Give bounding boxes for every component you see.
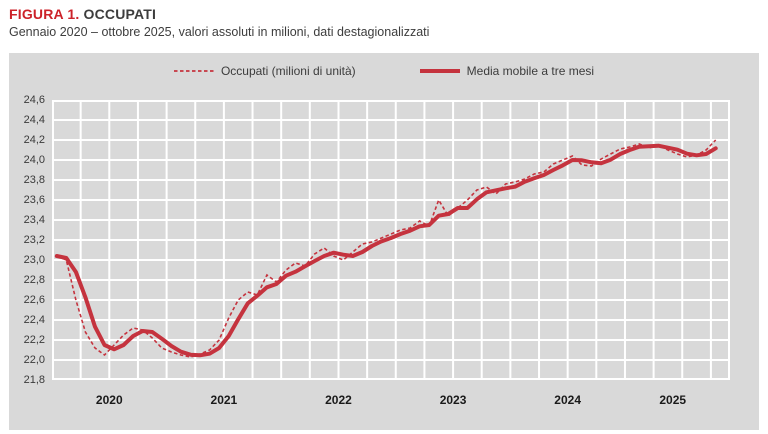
y-tick-label: 22,4 <box>23 314 45 326</box>
figure-title: OCCUPATI <box>83 6 157 22</box>
chart-panel: Occupati (milioni di unità) Media mobile… <box>9 53 759 430</box>
y-tick-label: 22,8 <box>23 274 45 286</box>
solid-line-marker <box>419 69 460 73</box>
y-tick-label: 23,4 <box>23 214 45 226</box>
x-tick-label: 2025 <box>659 393 687 407</box>
x-tick-label: 2022 <box>325 393 352 407</box>
figure-subtitle: Gennaio 2020 – ottobre 2025, valori asso… <box>9 25 430 39</box>
x-tick-label: 2023 <box>439 393 467 407</box>
dashed-line-marker <box>173 70 214 72</box>
page-title: FIGURA 1. OCCUPATI <box>9 6 429 22</box>
y-tick-label: 22,6 <box>23 294 45 306</box>
y-tick-label: 23,2 <box>23 234 45 246</box>
figure-header: FIGURA 1. OCCUPATI Gennaio 2020 – ottobre… <box>9 6 429 39</box>
legend-label-media-mobile: Media mobile a tre mesi <box>466 64 595 78</box>
y-tick-label: 24,4 <box>23 114 45 126</box>
figure-label: FIGURA 1. <box>9 6 80 22</box>
y-tick-label: 21,8 <box>23 374 45 386</box>
legend-item-occupati: Occupati (milioni di unità) <box>173 64 356 78</box>
y-tick-label: 23,0 <box>23 254 45 266</box>
chart-legend: Occupati (milioni di unità) Media mobile… <box>9 64 759 78</box>
y-tick-label: 22,2 <box>23 334 45 346</box>
y-tick-label: 24,0 <box>23 154 45 166</box>
y-tick-label: 23,8 <box>23 174 45 186</box>
legend-label-occupati: Occupati (milioni di unità) <box>220 64 356 78</box>
y-tick-label: 22,0 <box>23 354 45 366</box>
legend-item-media-mobile: Media mobile a tre mesi <box>419 64 595 78</box>
line-chart-plot <box>52 100 730 380</box>
x-tick-label: 2024 <box>554 393 581 407</box>
y-tick-label: 24,6 <box>23 94 45 106</box>
x-tick-label: 2021 <box>210 393 238 407</box>
y-tick-label: 23,6 <box>23 194 45 206</box>
x-tick-label: 2020 <box>95 393 123 407</box>
y-tick-label: 24,2 <box>23 134 45 146</box>
